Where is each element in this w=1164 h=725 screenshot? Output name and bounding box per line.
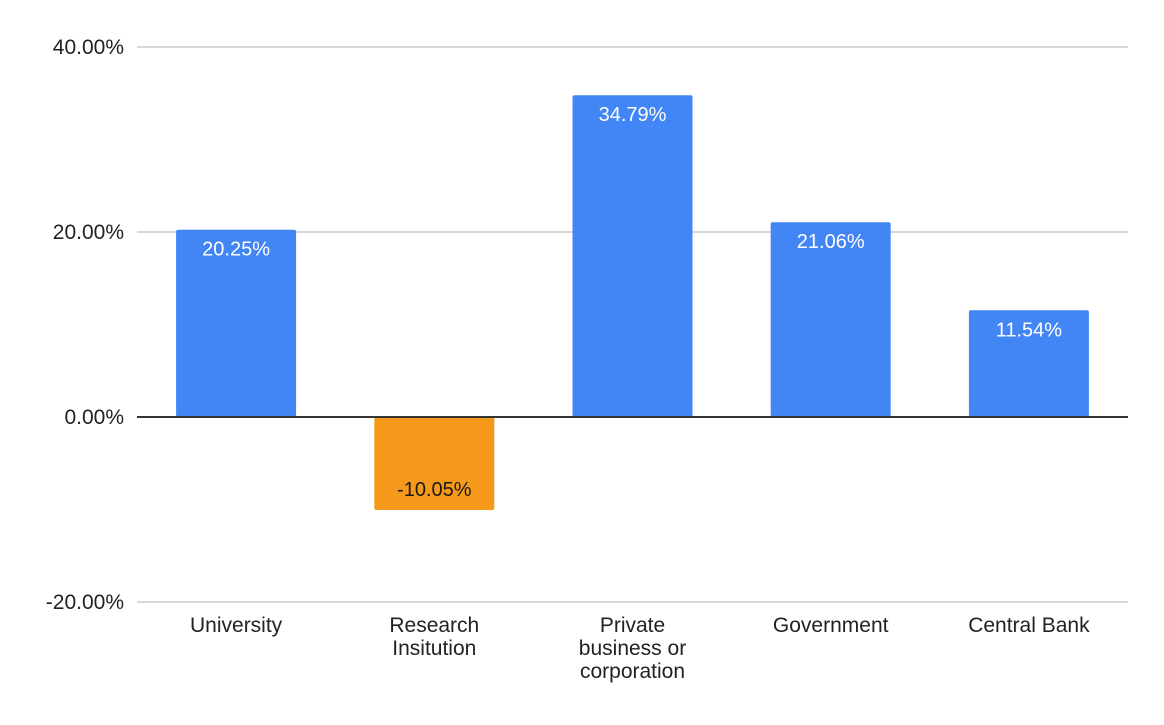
category-label: Government [773, 614, 889, 637]
category-label: Central Bank [968, 614, 1090, 637]
y-tick-label: 0.00% [64, 406, 124, 429]
data-label: 21.06% [797, 231, 865, 253]
y-tick-label: 40.00% [53, 36, 124, 59]
bar [572, 95, 693, 417]
category-label: Insitution [392, 637, 476, 660]
bar [374, 417, 495, 510]
category-label: Research [389, 614, 479, 637]
category-label: University [190, 614, 283, 637]
data-label: 11.54% [996, 319, 1063, 341]
bars [176, 95, 1089, 510]
category-label: corporation [580, 660, 685, 683]
data-labels: 20.25% -10.05% 34.79% 21.06% 11.54% [202, 104, 1062, 501]
data-label: -10.05% [397, 479, 472, 501]
bar [770, 222, 891, 417]
bar [968, 310, 1089, 417]
data-label: 34.79% [599, 104, 667, 126]
y-axis-tick-labels: 40.00% 20.00% 0.00% -20.00% [46, 36, 124, 614]
category-label: Private [600, 614, 665, 637]
y-tick-label: -20.00% [46, 591, 124, 614]
category-label: business or [579, 637, 686, 660]
y-tick-label: 20.00% [53, 221, 124, 244]
bar [176, 229, 297, 417]
data-label: 20.25% [202, 239, 270, 261]
